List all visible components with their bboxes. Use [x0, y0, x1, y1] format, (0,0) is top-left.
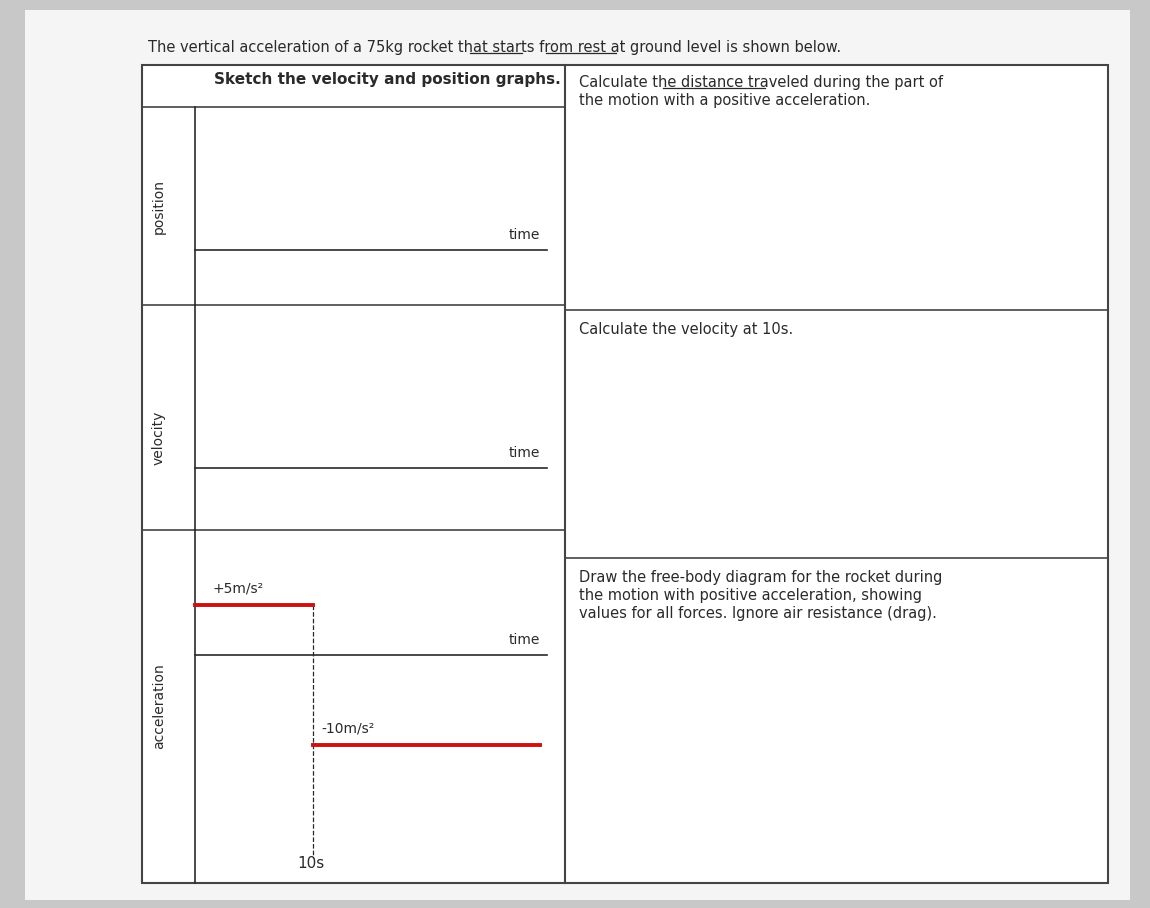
Text: position: position: [152, 179, 166, 233]
Text: values for all forces. Ignore air resistance (drag).: values for all forces. Ignore air resist…: [578, 606, 937, 621]
Text: 10s: 10s: [298, 856, 324, 871]
Text: the motion with a positive acceleration.: the motion with a positive acceleration.: [578, 93, 871, 108]
Text: the motion with positive acceleration, showing: the motion with positive acceleration, s…: [578, 588, 922, 603]
Bar: [141, 65, 1107, 883]
Text: acceleration: acceleration: [152, 664, 166, 749]
Text: time: time: [508, 446, 540, 460]
Text: time: time: [508, 228, 540, 242]
Text: Calculate the distance traveled during the part of: Calculate the distance traveled during t…: [578, 75, 943, 90]
Text: Sketch the velocity and position graphs.: Sketch the velocity and position graphs.: [214, 72, 561, 87]
Text: Draw the free-body diagram for the rocket during: Draw the free-body diagram for the rocke…: [578, 570, 942, 585]
Text: +5m/s²: +5m/s²: [213, 581, 264, 595]
Text: time: time: [508, 633, 540, 647]
Text: velocity: velocity: [152, 410, 166, 465]
Text: -10m/s²: -10m/s²: [321, 721, 374, 735]
Text: Calculate the velocity at 10s.: Calculate the velocity at 10s.: [578, 322, 794, 337]
Text: The vertical acceleration of a 75kg rocket that starts from rest at ground level: The vertical acceleration of a 75kg rock…: [148, 40, 841, 55]
